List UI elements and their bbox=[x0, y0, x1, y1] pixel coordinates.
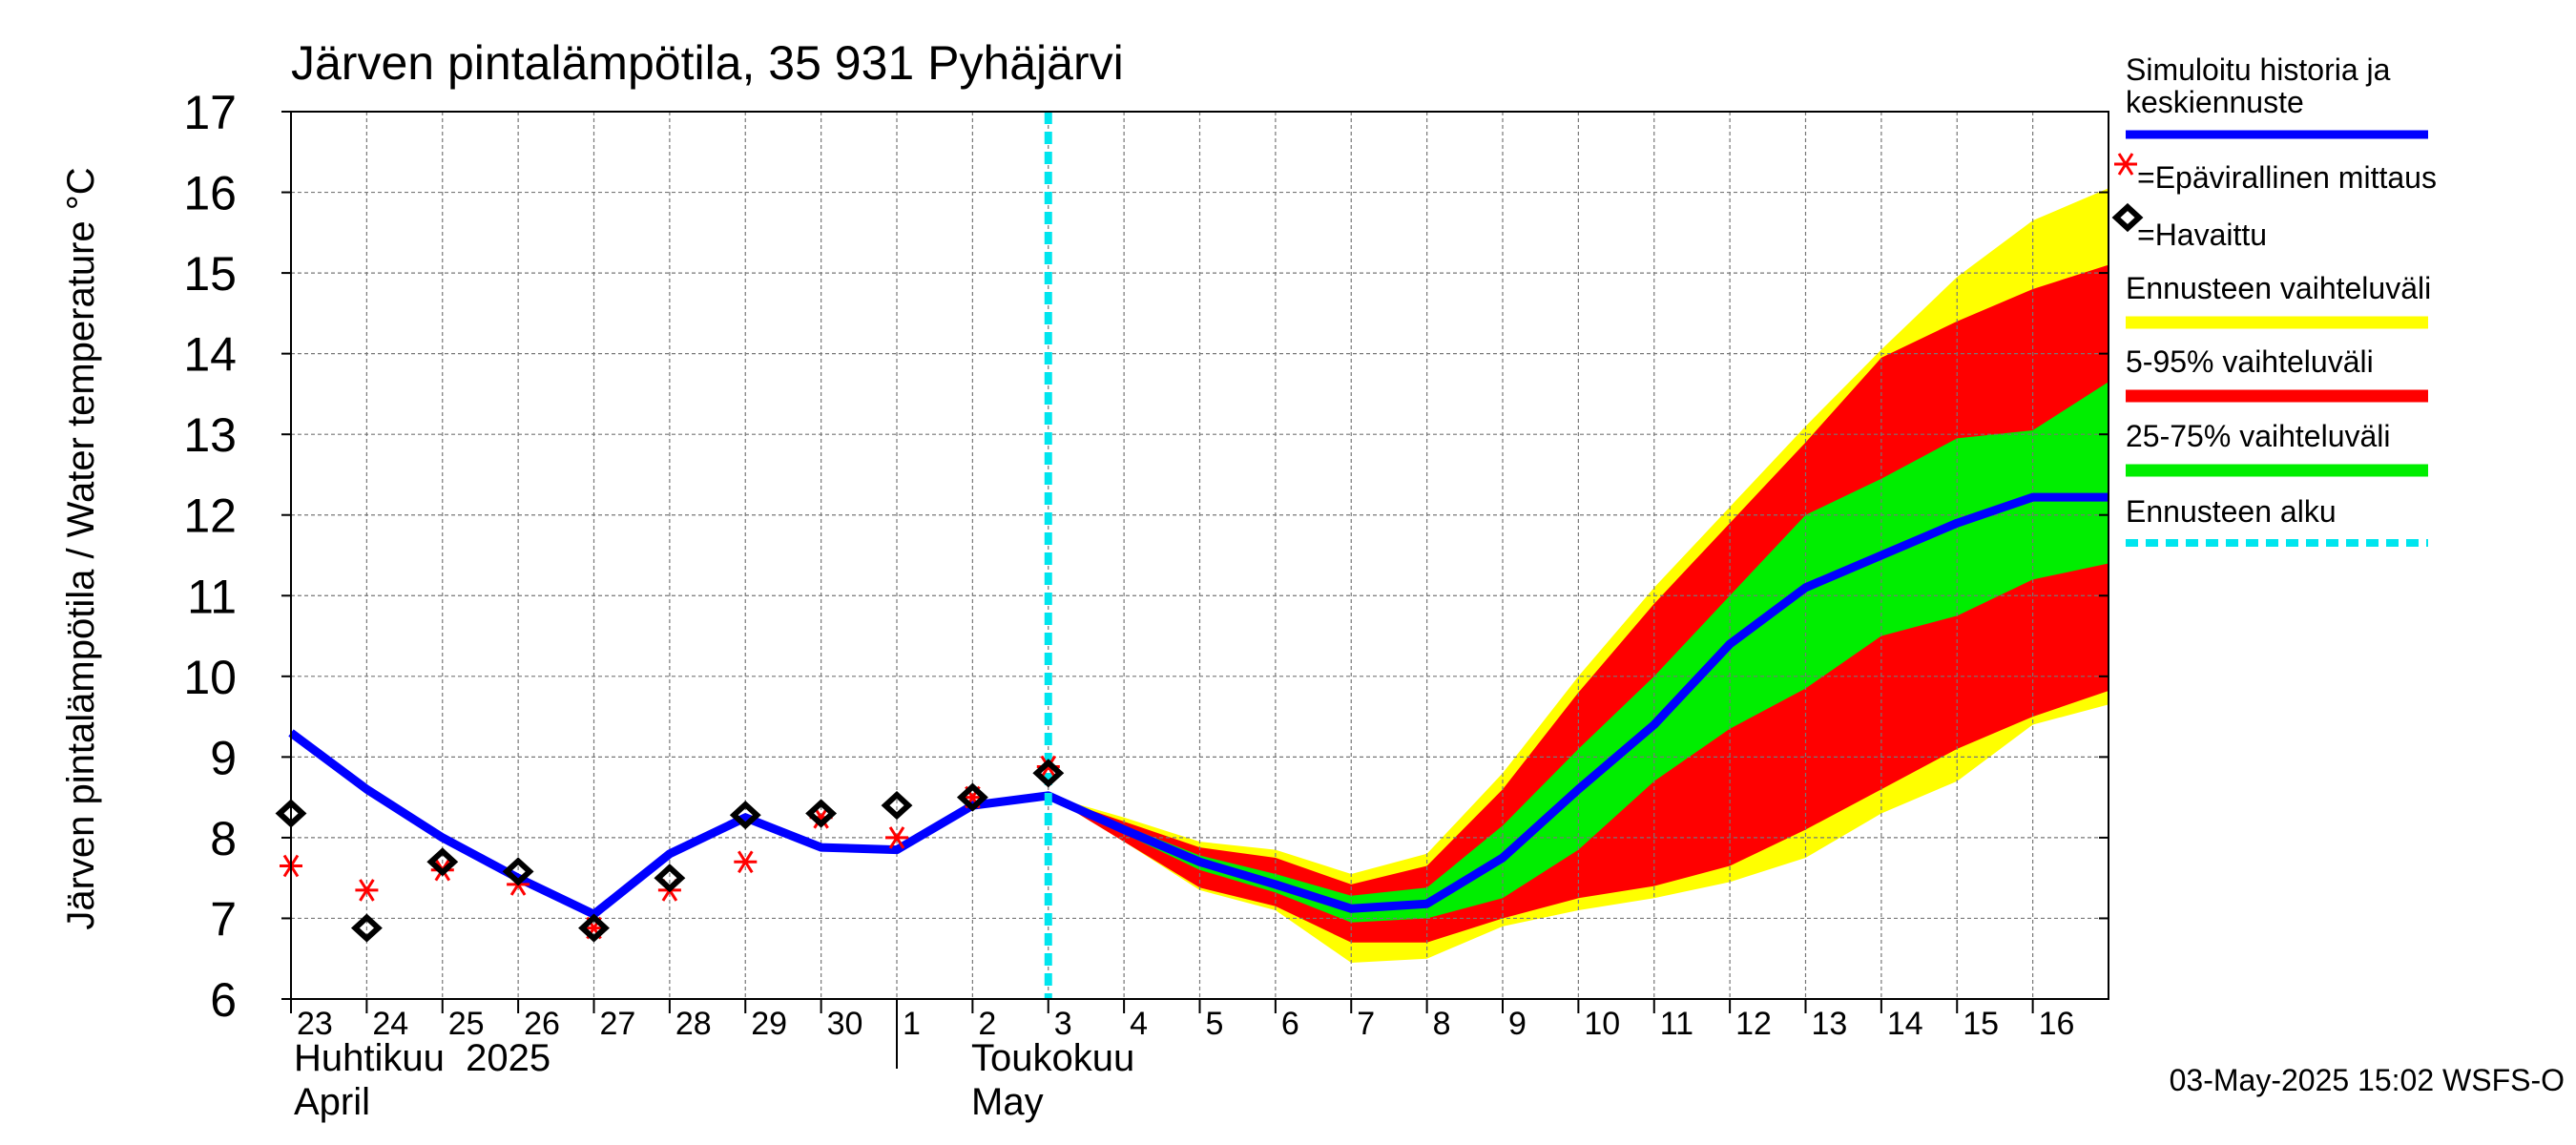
grid-lines bbox=[291, 111, 2109, 999]
observed-point-diamond bbox=[956, 782, 988, 812]
x-tick-label: 6 bbox=[1281, 1006, 1299, 1042]
observed-point-diamond bbox=[502, 857, 534, 886]
unofficial-point bbox=[734, 850, 758, 874]
x-tick-label: 5 bbox=[1206, 1006, 1224, 1042]
legend: Simuloitu historia ja keskiennuste =Epäv… bbox=[2111, 52, 2437, 547]
unofficial-point-stroke bbox=[359, 879, 375, 902]
unofficial-point-stroke bbox=[1040, 755, 1057, 779]
legend-observed-label: =Havaittu bbox=[2137, 218, 2267, 252]
y-tick-label: 7 bbox=[210, 892, 237, 946]
legend-p5-95-label: 5-95% vaihteluväli bbox=[2126, 344, 2374, 379]
x-tick-label: 25 bbox=[448, 1006, 485, 1042]
observed-point-diamond bbox=[426, 847, 459, 877]
y-axis-label: Järven pintalämpötila / Water temperatur… bbox=[60, 167, 102, 929]
observed-point-diamond bbox=[578, 913, 610, 943]
y-tick-label: 14 bbox=[183, 328, 237, 382]
legend-observed-icon bbox=[2111, 202, 2144, 233]
observed-point-diamond bbox=[1032, 759, 1065, 788]
x-tick-label: 29 bbox=[751, 1006, 787, 1042]
observed-point-diamond bbox=[350, 913, 383, 943]
y-tick-label: 17 bbox=[183, 86, 237, 139]
data-series bbox=[275, 112, 2109, 999]
y-tick-label: 10 bbox=[183, 651, 237, 704]
y-tick-label: 12 bbox=[183, 489, 237, 543]
x-tick-label: 14 bbox=[1887, 1006, 1923, 1042]
x-tick-label: 2 bbox=[978, 1006, 996, 1042]
observed-point bbox=[805, 799, 838, 828]
x-tick-label: 28 bbox=[675, 1006, 712, 1042]
y-tick-label: 8 bbox=[210, 812, 237, 865]
observed-point bbox=[426, 847, 459, 877]
x-tick-label: 3 bbox=[1054, 1006, 1072, 1042]
x-tick-label: 10 bbox=[1584, 1006, 1620, 1042]
legend-simulated-line2: keskiennuste bbox=[2126, 85, 2304, 119]
x-tick-label: 11 bbox=[1660, 1006, 1693, 1042]
observed-point-diamond bbox=[805, 799, 838, 828]
y-tick-label: 6 bbox=[210, 973, 237, 1027]
observed-point-diamond bbox=[881, 791, 913, 821]
x-tick-label: 30 bbox=[827, 1006, 863, 1042]
unofficial-point-stroke bbox=[888, 826, 905, 849]
legend-p25-75-label: 25-75% vaihteluväli bbox=[2126, 419, 2391, 453]
x-tick-label: 9 bbox=[1508, 1006, 1527, 1042]
unofficial-point bbox=[355, 879, 379, 902]
x-tick-label: 26 bbox=[524, 1006, 560, 1042]
x-tick-label: 12 bbox=[1735, 1006, 1772, 1042]
observed-point bbox=[502, 857, 534, 886]
x-tick-label: 13 bbox=[1812, 1006, 1848, 1042]
unofficial-point bbox=[885, 826, 908, 849]
unofficial-point-stroke bbox=[737, 850, 754, 874]
observed-point bbox=[881, 791, 913, 821]
x-tick-label: 7 bbox=[1357, 1006, 1375, 1042]
legend-forecast-start-label: Ennusteen alku bbox=[2126, 494, 2337, 529]
month-label-en-1: April bbox=[294, 1081, 370, 1123]
x-tick-label: 15 bbox=[1963, 1006, 1999, 1042]
legend-simulated-line1: Simuloitu historia ja bbox=[2126, 52, 2391, 87]
y-tick-label: 9 bbox=[210, 731, 237, 784]
month-label-fi-1: Huhtikuu 2025 bbox=[294, 1037, 551, 1079]
legend-unofficial-label: =Epävirallinen mittaus bbox=[2137, 160, 2437, 195]
chart-title: Järven pintalämpötila, 35 931 Pyhäjärvi bbox=[291, 36, 1124, 90]
y-tick-label: 13 bbox=[183, 408, 237, 462]
legend-range-label: Ennusteen vaihteluväli bbox=[2126, 271, 2431, 305]
y-tick-label: 15 bbox=[183, 247, 237, 301]
observed-point-diamond bbox=[729, 801, 761, 830]
observed-point bbox=[956, 782, 988, 812]
observed-point bbox=[350, 913, 383, 943]
y-tick-label: 16 bbox=[183, 167, 237, 220]
y-tick-label: 11 bbox=[187, 570, 237, 623]
x-tick-label: 1 bbox=[903, 1006, 921, 1042]
x-tick-label: 24 bbox=[372, 1006, 408, 1042]
month-label-en-2: May bbox=[971, 1081, 1044, 1123]
x-tick-label: 4 bbox=[1130, 1006, 1148, 1042]
legend-unofficial-icon bbox=[2114, 153, 2137, 176]
x-tick-label: 27 bbox=[600, 1006, 636, 1042]
band-25-75 bbox=[1048, 382, 2109, 923]
observed-point bbox=[1032, 759, 1065, 788]
x-tick-label: 8 bbox=[1433, 1006, 1451, 1042]
timestamp: 03-May-2025 15:02 WSFS-O bbox=[2170, 1063, 2565, 1097]
observed-point bbox=[578, 913, 610, 943]
month-label-fi-2: Toukokuu bbox=[971, 1037, 1134, 1079]
observed-point bbox=[654, 864, 686, 893]
x-tick-label: 23 bbox=[297, 1006, 333, 1042]
x-tick-label: 16 bbox=[2039, 1006, 2075, 1042]
observed-point-diamond bbox=[654, 864, 686, 893]
observed-point bbox=[729, 801, 761, 830]
